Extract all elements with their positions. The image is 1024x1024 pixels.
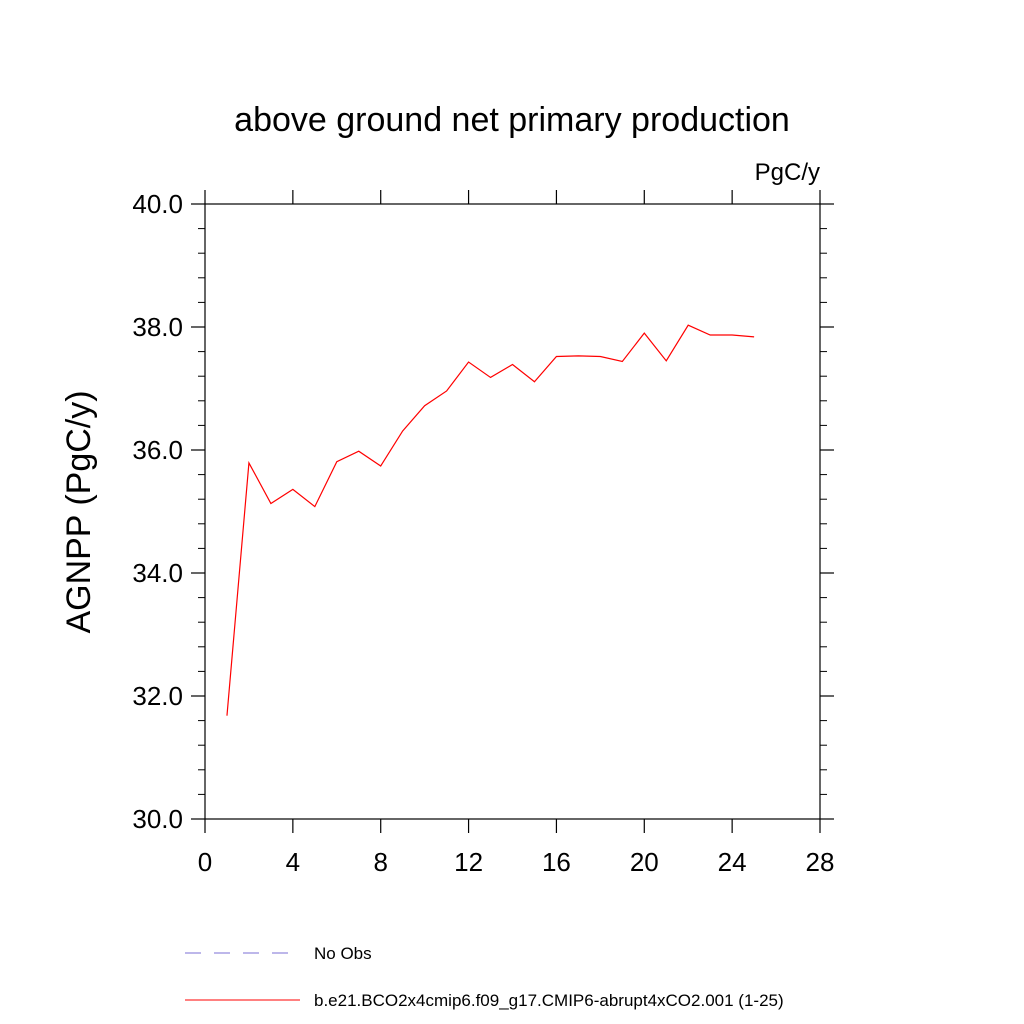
- x-tick-label: 24: [718, 847, 747, 877]
- x-tick-label: 12: [454, 847, 483, 877]
- x-tick-label: 0: [198, 847, 212, 877]
- legend-label: No Obs: [314, 944, 372, 963]
- x-tick-label: 28: [806, 847, 835, 877]
- units-label: PgC/y: [755, 159, 820, 186]
- legend-label: b.e21.BCO2x4cmip6.f09_g17.CMIP6-abrupt4x…: [314, 991, 784, 1010]
- plot-frame: [204, 203, 821, 820]
- series-line: [226, 324, 755, 716]
- x-tick-label: 8: [373, 847, 387, 877]
- y-axis-label: AGNPP (PgC/y): [60, 390, 98, 633]
- x-tick-label: 16: [542, 847, 571, 877]
- y-tick-label: 34.0: [132, 558, 183, 588]
- y-tick-label: 38.0: [132, 312, 183, 342]
- axis-ticks: [191, 190, 834, 833]
- axis-tick-labels: 0 4 8 12 16 20 24 28 30.0 32.0 34.0 36.0 38.0 40.0: [132, 189, 834, 877]
- y-tick-label: 40.0: [132, 189, 183, 219]
- y-tick-label: 32.0: [132, 681, 183, 711]
- y-tick-label: 36.0: [132, 435, 183, 465]
- x-tick-label: 20: [630, 847, 659, 877]
- legend: No Obs b.e21.BCO2x4cmip6.f09_g17.CMIP6-ab…: [185, 944, 784, 1010]
- data-series: [226, 324, 755, 716]
- chart-title: above ground net primary production: [234, 101, 790, 139]
- y-tick-label: 30.0: [132, 804, 183, 834]
- x-tick-label: 4: [286, 847, 300, 877]
